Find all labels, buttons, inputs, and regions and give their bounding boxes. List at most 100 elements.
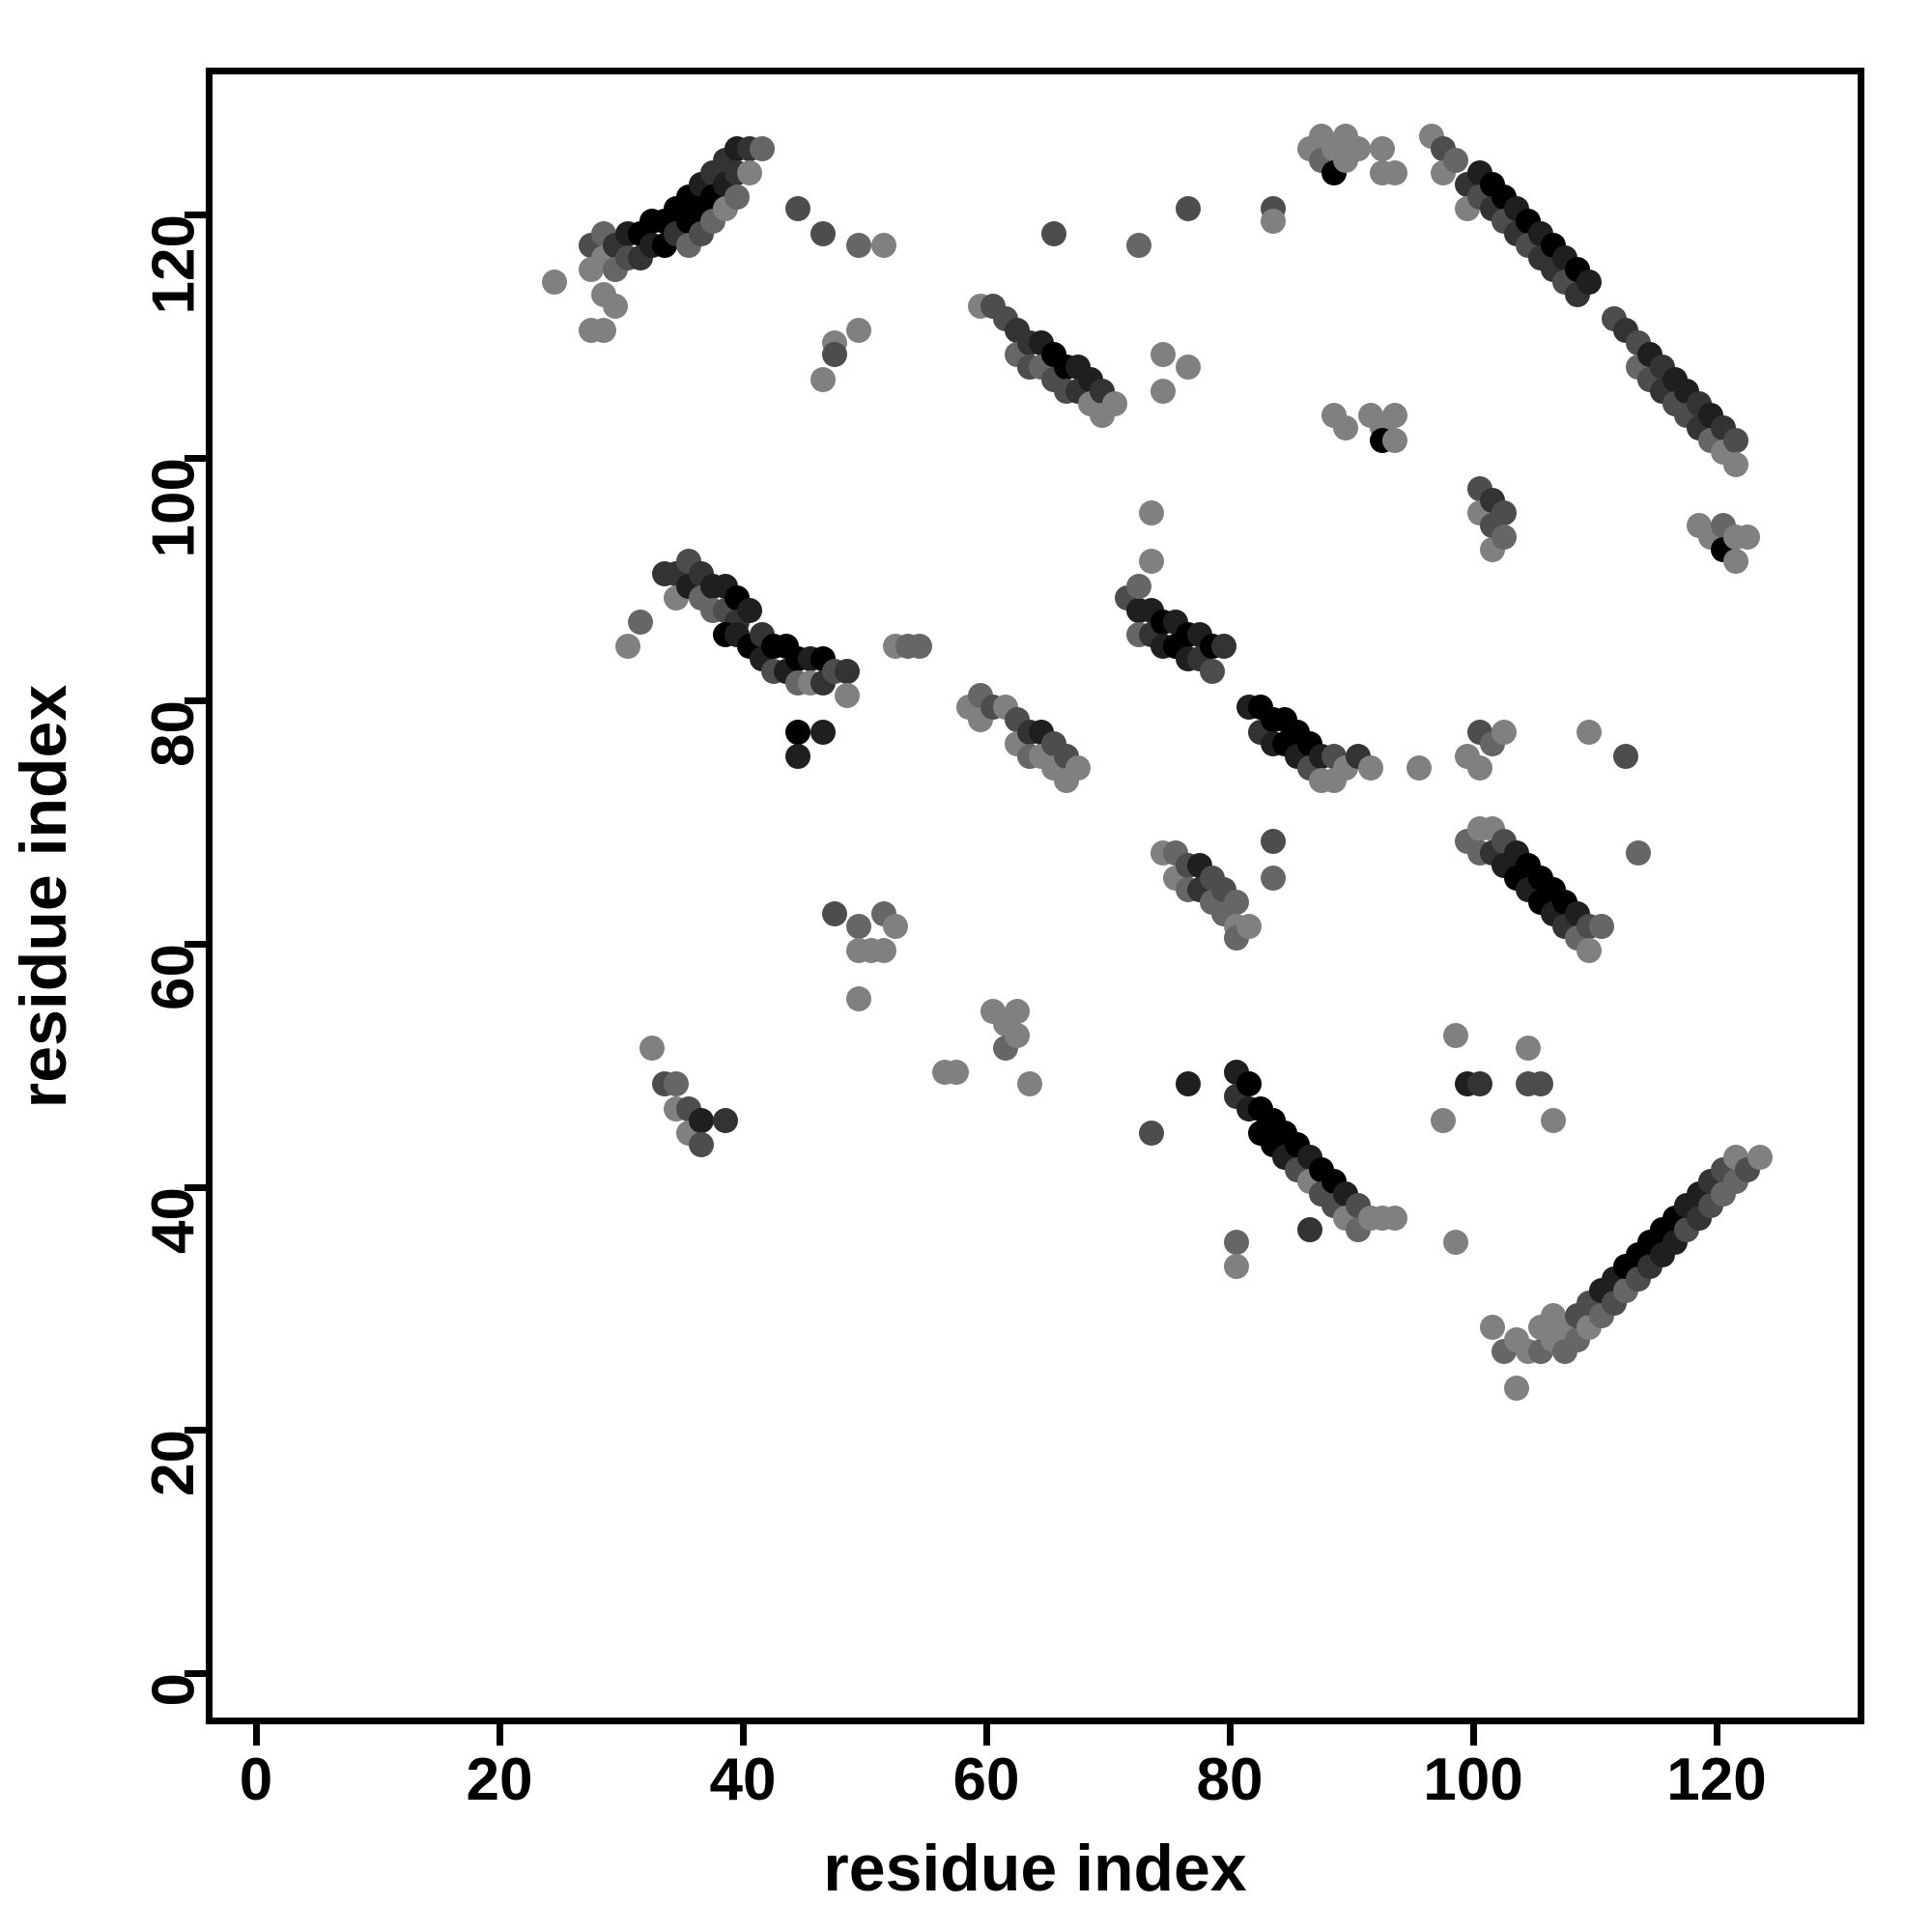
scatter-point xyxy=(1236,913,1262,939)
scatter-point xyxy=(1199,658,1225,684)
scatter-point xyxy=(834,658,860,684)
scatter-point xyxy=(1540,1108,1566,1134)
scatter-point xyxy=(615,634,640,660)
scatter-point xyxy=(1138,549,1164,575)
scatter-point xyxy=(810,719,836,745)
scatter-point xyxy=(1492,719,1518,745)
scatter-point xyxy=(1735,525,1761,551)
scatter-point xyxy=(1151,342,1177,368)
scatter-point xyxy=(1126,233,1152,259)
scatter-point xyxy=(1479,1315,1505,1341)
scatter-point xyxy=(1722,549,1748,575)
scatter-point xyxy=(1722,427,1748,453)
scatter-point xyxy=(1381,159,1407,185)
x-axis-tick xyxy=(983,1724,990,1746)
y-axis-tick-label: 120 xyxy=(140,214,207,315)
scatter-point xyxy=(1346,135,1371,161)
scatter-point xyxy=(1467,755,1492,781)
scatter-point xyxy=(1442,1023,1468,1049)
x-axis-tick-label: 40 xyxy=(709,1747,777,1813)
scatter-point xyxy=(944,1059,970,1085)
scatter-point xyxy=(1625,840,1651,867)
x-axis-tick-label: 100 xyxy=(1423,1747,1523,1813)
scatter-point xyxy=(810,366,836,392)
scatter-point xyxy=(822,342,848,368)
scatter-point xyxy=(639,1035,666,1061)
scatter-point xyxy=(1503,1376,1529,1401)
scatter-point xyxy=(1406,755,1432,781)
scatter-point xyxy=(1528,1071,1553,1097)
scatter-point xyxy=(688,1132,714,1158)
y-axis-tick-label: 80 xyxy=(140,700,207,768)
x-axis-tick-label: 60 xyxy=(952,1747,1020,1813)
scatter-point xyxy=(810,220,836,246)
scatter-point xyxy=(1492,500,1518,526)
x-axis-tick xyxy=(497,1724,503,1746)
scatter-point xyxy=(1005,998,1031,1024)
scatter-point xyxy=(749,135,775,161)
scatter-point xyxy=(1467,1071,1492,1097)
x-axis-tick-label: 0 xyxy=(239,1747,273,1813)
scatter-points-layer xyxy=(213,74,1858,1718)
scatter-point xyxy=(1260,828,1286,854)
scatter-point xyxy=(1747,1144,1773,1170)
scatter-point xyxy=(846,318,872,344)
scatter-point xyxy=(590,318,616,344)
scatter-point xyxy=(1260,209,1286,234)
y-axis-tick xyxy=(185,1183,206,1191)
scatter-point xyxy=(1577,938,1603,963)
scatter-point xyxy=(1722,451,1748,477)
x-axis-title: residue index xyxy=(823,1832,1247,1905)
scatter-point xyxy=(1442,148,1468,174)
scatter-point xyxy=(870,938,896,963)
x-axis-tick xyxy=(1470,1724,1477,1746)
scatter-point xyxy=(846,986,872,1012)
x-axis-tick xyxy=(740,1724,747,1746)
scatter-point xyxy=(1016,1071,1042,1097)
scatter-point xyxy=(785,196,811,222)
scatter-point xyxy=(1381,427,1407,453)
scatter-point xyxy=(1224,889,1249,915)
x-axis-tick-label: 80 xyxy=(1196,1747,1264,1813)
scatter-point xyxy=(688,1108,714,1134)
scatter-point xyxy=(1333,414,1359,440)
scatter-point xyxy=(785,719,811,745)
scatter-point xyxy=(1613,743,1639,769)
scatter-point xyxy=(1431,1108,1457,1134)
scatter-point xyxy=(870,233,896,259)
y-axis-tick-label: 60 xyxy=(140,944,207,1010)
scatter-point xyxy=(603,294,629,320)
scatter-point xyxy=(1589,913,1614,939)
y-axis-tick xyxy=(185,454,206,462)
scatter-point xyxy=(1005,1023,1031,1049)
scatter-point xyxy=(1260,865,1286,891)
scatter-point xyxy=(1224,1230,1249,1255)
scatter-point xyxy=(1381,1205,1407,1231)
y-axis-tick-label: 40 xyxy=(140,1186,207,1254)
y-axis-tick xyxy=(185,1427,206,1435)
x-axis-tick xyxy=(1714,1724,1720,1746)
y-axis-tick-label: 100 xyxy=(140,457,207,558)
scatter-point xyxy=(724,184,751,210)
scatter-point xyxy=(1065,755,1092,781)
scatter-point xyxy=(1175,1071,1201,1097)
scatter-point xyxy=(883,913,909,939)
y-axis-tick xyxy=(185,697,206,705)
scatter-point xyxy=(846,913,872,939)
scatter-point xyxy=(846,233,872,259)
scatter-point xyxy=(1442,1230,1468,1255)
scatter-point xyxy=(1138,1120,1164,1146)
scatter-point xyxy=(1138,500,1164,526)
scatter-point xyxy=(1102,390,1127,416)
x-axis-tick xyxy=(1227,1724,1234,1746)
y-axis-tick-label: 0 xyxy=(140,1673,207,1707)
scatter-point xyxy=(1041,220,1066,246)
y-axis-title: residue index xyxy=(7,684,80,1108)
scatter-point xyxy=(737,159,762,185)
scatter-point xyxy=(1370,135,1396,161)
scatter-point xyxy=(1224,1254,1249,1280)
scatter-point xyxy=(664,1071,690,1097)
scatter-point xyxy=(1175,196,1201,222)
x-axis-tick-label: 120 xyxy=(1666,1747,1767,1813)
